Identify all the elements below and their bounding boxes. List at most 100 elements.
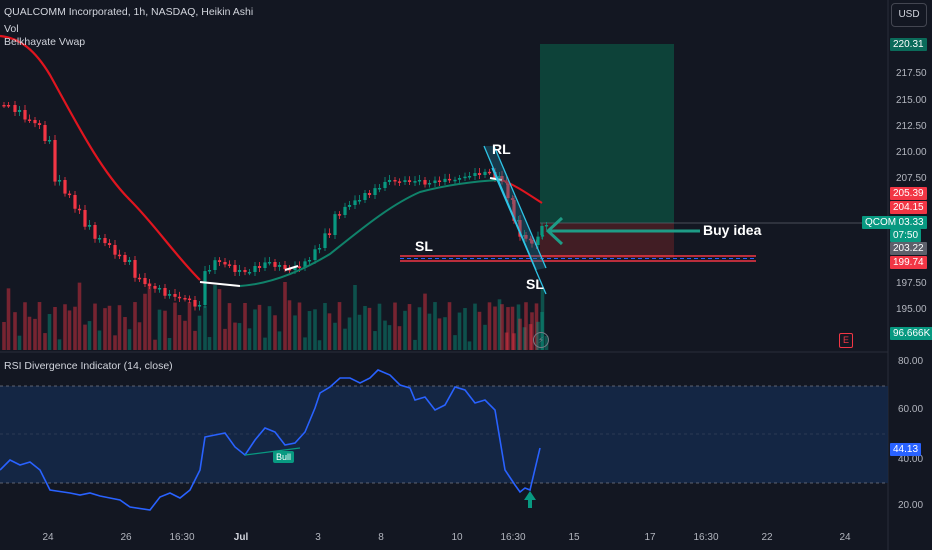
vwap-white-segment-2 (284, 265, 299, 271)
time-tick: 3 (315, 532, 321, 543)
volume-bars (2, 282, 549, 350)
volume-bar (143, 293, 147, 350)
time-tick: 16:30 (500, 532, 526, 543)
rsi-tick: 40.00 (898, 454, 924, 465)
volume-bar (443, 317, 447, 350)
volume-bar (500, 304, 504, 350)
volume-indicator-label[interactable]: Vol (4, 23, 19, 35)
volume-bar (17, 335, 22, 350)
time-tick: 16:30 (693, 532, 719, 543)
volume-bar (197, 315, 202, 350)
volume-bar (63, 304, 67, 350)
volume-bar (417, 307, 422, 350)
volume-bar (467, 341, 472, 350)
volume-bar (277, 331, 282, 350)
vwap-red-line-left (0, 34, 201, 281)
volume-bar (393, 302, 397, 350)
volume-bar (317, 340, 322, 350)
vwap-red-line-right (501, 179, 543, 204)
volume-bar (457, 312, 462, 350)
rsi-title[interactable]: RSI Divergence Indicator (14, close) (4, 360, 173, 372)
target-zone (540, 44, 674, 223)
volume-bar (207, 337, 212, 350)
volume-bar (530, 312, 534, 350)
sl-label-left[interactable]: SL (415, 238, 433, 254)
volume-bar (367, 307, 372, 350)
volume-bar (2, 322, 6, 350)
volume-bar (43, 333, 47, 350)
volume-bar (373, 331, 377, 350)
volume-bar (163, 310, 167, 350)
volume-bar (137, 322, 142, 350)
volume-bar (267, 306, 272, 350)
rl-label[interactable]: RL (492, 141, 511, 157)
volume-bar (127, 329, 132, 350)
volume-bar (243, 302, 247, 350)
volume-bar (283, 282, 287, 350)
volume-bar (93, 303, 97, 350)
volume-bar (157, 309, 162, 350)
channel-line-right (493, 145, 547, 269)
volume-bar (13, 312, 17, 350)
volume-bar (217, 289, 222, 350)
volume-bar (524, 302, 528, 350)
volume-bar (522, 327, 527, 350)
volume-bar (347, 317, 352, 350)
volume-bar (53, 306, 57, 350)
volume-bar (103, 308, 107, 350)
volume-bar (477, 311, 482, 350)
time-tick: 26 (120, 532, 132, 543)
rsi-tick: 80.00 (898, 356, 924, 367)
volume-bar (307, 311, 312, 350)
grey-price-tag: 203.22 (890, 242, 927, 255)
volume-bar (77, 282, 82, 350)
volume-bar (33, 318, 37, 350)
time-tick: 15 (568, 532, 580, 543)
volume-bar (540, 288, 545, 350)
volume-bar (323, 303, 327, 350)
volume-bar (510, 306, 515, 350)
e-icon[interactable]: E (839, 333, 853, 348)
countdown-tag: 07:50 (890, 229, 922, 242)
symbol-title[interactable]: QUALCOMM Incorporated, 1h, NASDAQ, Heiki… (4, 6, 254, 18)
up-arrow-icon (524, 491, 536, 508)
rsi-band (0, 386, 888, 483)
sl-label-right[interactable]: SL (526, 276, 544, 292)
volume-bar (337, 302, 342, 350)
volume-bar (303, 337, 307, 350)
ticker-tag: QCOM (862, 216, 900, 229)
volume-bar (27, 316, 32, 350)
volume-bar (147, 282, 152, 350)
volume-bar (313, 309, 317, 350)
rsi-value-tag: 44.13 (890, 443, 922, 456)
volume-bar (387, 325, 392, 350)
price-tick: 207.50 (896, 173, 927, 184)
volume-bar (57, 339, 62, 350)
volume-bar (173, 302, 177, 350)
volume-bar (257, 304, 262, 350)
time-tick: 10 (451, 532, 463, 543)
volume-bar (504, 332, 509, 350)
red-price-tag: 205.39 (890, 187, 927, 200)
lightning-icon[interactable]: ⚡ (533, 332, 549, 348)
volume-bar (293, 315, 297, 350)
volume-bar (437, 318, 442, 350)
vwap-indicator-label[interactable]: Belkhayate Vwap (4, 36, 86, 48)
last-price-tag: 203.33 (890, 216, 927, 229)
buy-arrow-head (545, 216, 564, 246)
volume-bar (287, 300, 292, 350)
volume-bar (273, 315, 277, 350)
volume-bar (73, 306, 77, 350)
volume-bar (177, 315, 182, 350)
time-tick: 8 (378, 532, 384, 543)
currency-button[interactable]: USD (891, 3, 927, 27)
time-tick: Jul (233, 532, 249, 543)
buy-idea-label[interactable]: Buy idea (703, 222, 762, 238)
volume-bar (487, 302, 492, 350)
candles (2, 101, 549, 311)
volume-bar (263, 337, 267, 350)
price-tick: 197.50 (896, 278, 927, 289)
volume-bar (363, 306, 367, 350)
volume-bar (113, 335, 117, 350)
